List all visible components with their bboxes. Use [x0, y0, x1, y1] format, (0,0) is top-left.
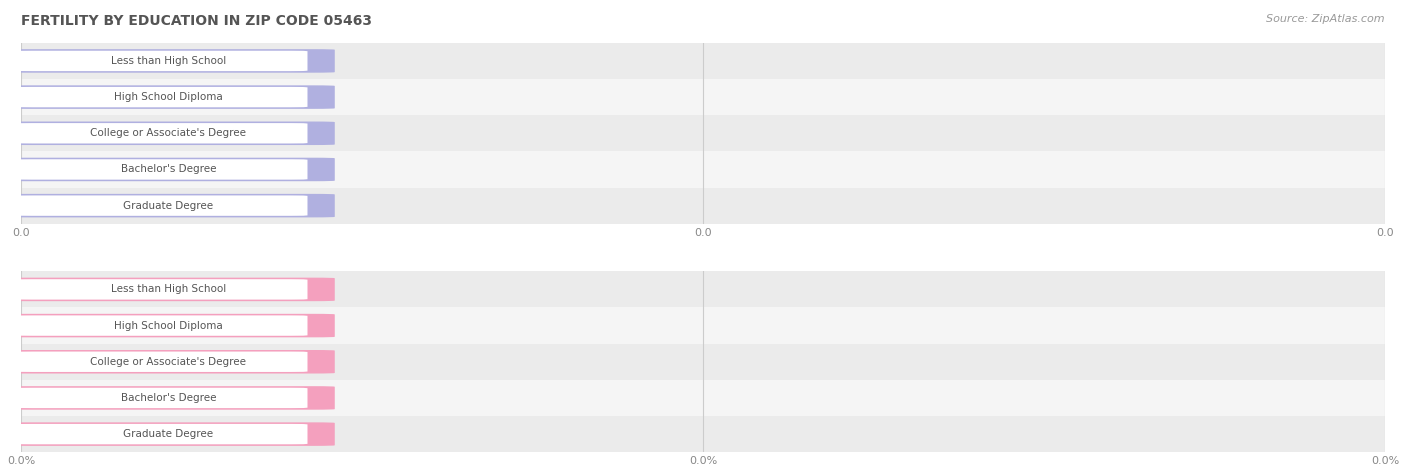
FancyBboxPatch shape [7, 278, 335, 301]
Bar [21, 416, 1385, 452]
FancyBboxPatch shape [7, 314, 335, 337]
Text: High School Diploma: High School Diploma [114, 320, 222, 331]
Bar [21, 115, 1385, 151]
Text: 0.0: 0.0 [288, 56, 307, 66]
FancyBboxPatch shape [15, 87, 308, 107]
Text: Bachelor's Degree: Bachelor's Degree [121, 393, 217, 403]
FancyBboxPatch shape [7, 121, 335, 145]
Text: 0.0%: 0.0% [277, 320, 307, 331]
FancyBboxPatch shape [7, 49, 335, 73]
FancyBboxPatch shape [7, 158, 335, 181]
Text: College or Associate's Degree: College or Associate's Degree [90, 357, 246, 367]
Bar [21, 380, 1385, 416]
FancyBboxPatch shape [7, 350, 335, 374]
Bar [21, 79, 1385, 115]
Text: College or Associate's Degree: College or Associate's Degree [90, 128, 246, 139]
FancyBboxPatch shape [15, 279, 308, 299]
FancyBboxPatch shape [15, 196, 308, 216]
FancyBboxPatch shape [15, 316, 308, 336]
Bar [21, 344, 1385, 380]
FancyBboxPatch shape [7, 85, 335, 109]
FancyBboxPatch shape [15, 388, 308, 408]
FancyBboxPatch shape [7, 422, 335, 446]
Text: Source: ZipAtlas.com: Source: ZipAtlas.com [1267, 14, 1385, 24]
FancyBboxPatch shape [15, 424, 308, 444]
Text: 0.0: 0.0 [288, 92, 307, 102]
Text: 0.0%: 0.0% [277, 429, 307, 439]
Text: 0.0: 0.0 [288, 128, 307, 139]
Text: High School Diploma: High School Diploma [114, 92, 222, 102]
Text: Less than High School: Less than High School [111, 284, 226, 295]
Text: 0.0%: 0.0% [277, 357, 307, 367]
Bar [21, 188, 1385, 224]
FancyBboxPatch shape [15, 123, 308, 143]
Bar [21, 271, 1385, 307]
Text: FERTILITY BY EDUCATION IN ZIP CODE 05463: FERTILITY BY EDUCATION IN ZIP CODE 05463 [21, 14, 373, 28]
Text: 0.0%: 0.0% [277, 393, 307, 403]
Text: Graduate Degree: Graduate Degree [124, 200, 214, 211]
Text: Less than High School: Less than High School [111, 56, 226, 66]
Bar [21, 307, 1385, 344]
FancyBboxPatch shape [15, 159, 308, 179]
FancyBboxPatch shape [7, 194, 335, 218]
Text: 0.0%: 0.0% [277, 284, 307, 295]
Text: 0.0: 0.0 [288, 200, 307, 211]
FancyBboxPatch shape [15, 51, 308, 71]
Text: 0.0: 0.0 [288, 164, 307, 175]
Bar [21, 151, 1385, 188]
Text: Bachelor's Degree: Bachelor's Degree [121, 164, 217, 175]
Text: Graduate Degree: Graduate Degree [124, 429, 214, 439]
FancyBboxPatch shape [7, 386, 335, 410]
Bar [21, 43, 1385, 79]
FancyBboxPatch shape [15, 352, 308, 372]
